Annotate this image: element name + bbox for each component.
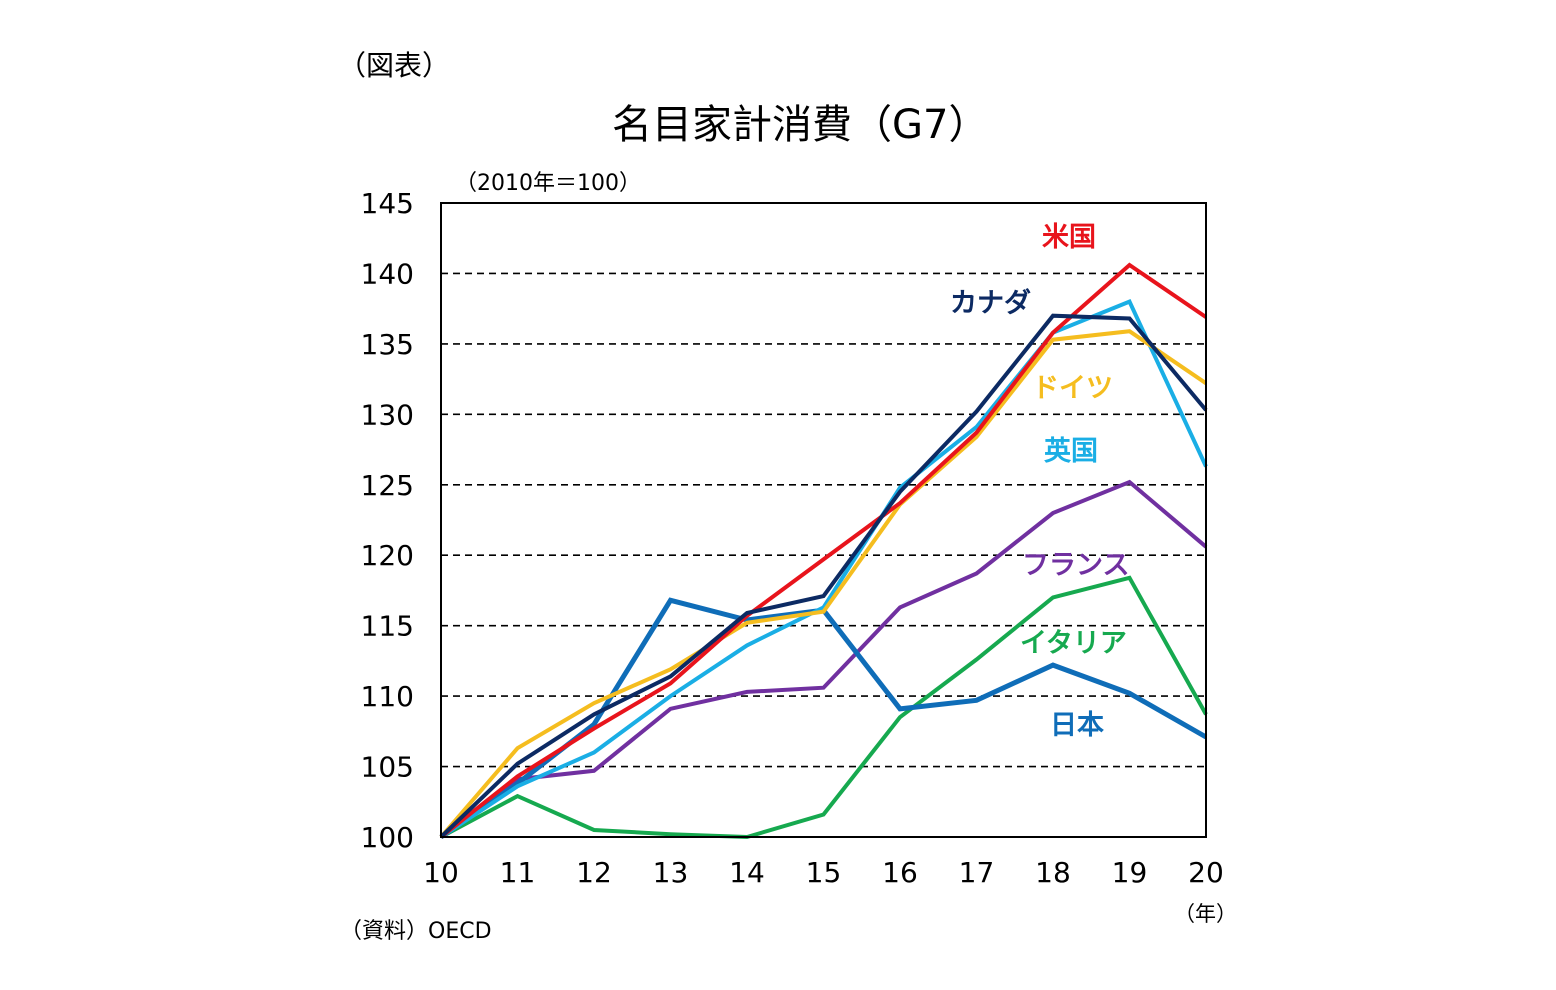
- x-axis-unit: （年）: [1174, 902, 1237, 926]
- series-label: 英国: [1044, 436, 1098, 467]
- x-tick-label: 12: [576, 856, 612, 889]
- x-tick-label: 15: [806, 856, 842, 889]
- x-tick-label: 18: [1035, 856, 1071, 889]
- x-tick-label: 14: [729, 856, 765, 889]
- chart-title: 名目家計消費（G7）: [612, 102, 989, 148]
- x-tick-label: 17: [959, 856, 995, 889]
- plot-frame: [440, 202, 1207, 838]
- x-tick-label: 16: [882, 856, 918, 889]
- series-label: ドイツ: [1032, 373, 1113, 404]
- series-lines: [439, 262, 1208, 840]
- y-tick-label: 115: [361, 610, 414, 643]
- figure-label: （図表）: [338, 49, 451, 82]
- y-tick-label: 105: [361, 751, 414, 784]
- series-line-2: [439, 329, 1208, 839]
- series-line-4: [439, 479, 1208, 839]
- series-label: イタリア: [1020, 628, 1127, 659]
- y-axis-unit: （2010年＝100）: [455, 171, 641, 196]
- series-line-0: [439, 262, 1208, 839]
- y-tick-label: 145: [361, 187, 414, 220]
- series-line-3: [439, 299, 1208, 839]
- x-tick-label: 20: [1188, 856, 1224, 889]
- x-tick-label: 10: [423, 856, 459, 889]
- y-tick-label: 130: [361, 398, 414, 431]
- series-line-5: [440, 575, 1208, 840]
- x-tick-label: 13: [653, 856, 689, 889]
- x-tick-label: 19: [1112, 856, 1148, 889]
- gridlines: [441, 272, 1206, 768]
- x-tick-labels: 10 11 12 13 14 15 16 17 18 19 20: [423, 856, 1224, 889]
- source-note: （資料）OECD: [340, 919, 492, 944]
- series-label: フランス: [1022, 550, 1129, 581]
- x-tick-label: 11: [500, 856, 536, 889]
- y-tick-label: 110: [361, 680, 414, 713]
- y-tick-labels: 100 105 110 115 120 125 130 135 140 145: [361, 187, 414, 854]
- y-tick-label: 135: [361, 328, 414, 361]
- series-label: カナダ: [950, 287, 1031, 319]
- y-tick-label: 100: [361, 821, 414, 854]
- series-line-1: [439, 313, 1208, 839]
- y-tick-label: 125: [361, 469, 414, 502]
- y-tick-label: 140: [361, 257, 414, 290]
- series-label: 米国: [1042, 222, 1096, 253]
- y-tick-label: 120: [361, 539, 414, 572]
- series-label: 日本: [1050, 710, 1104, 741]
